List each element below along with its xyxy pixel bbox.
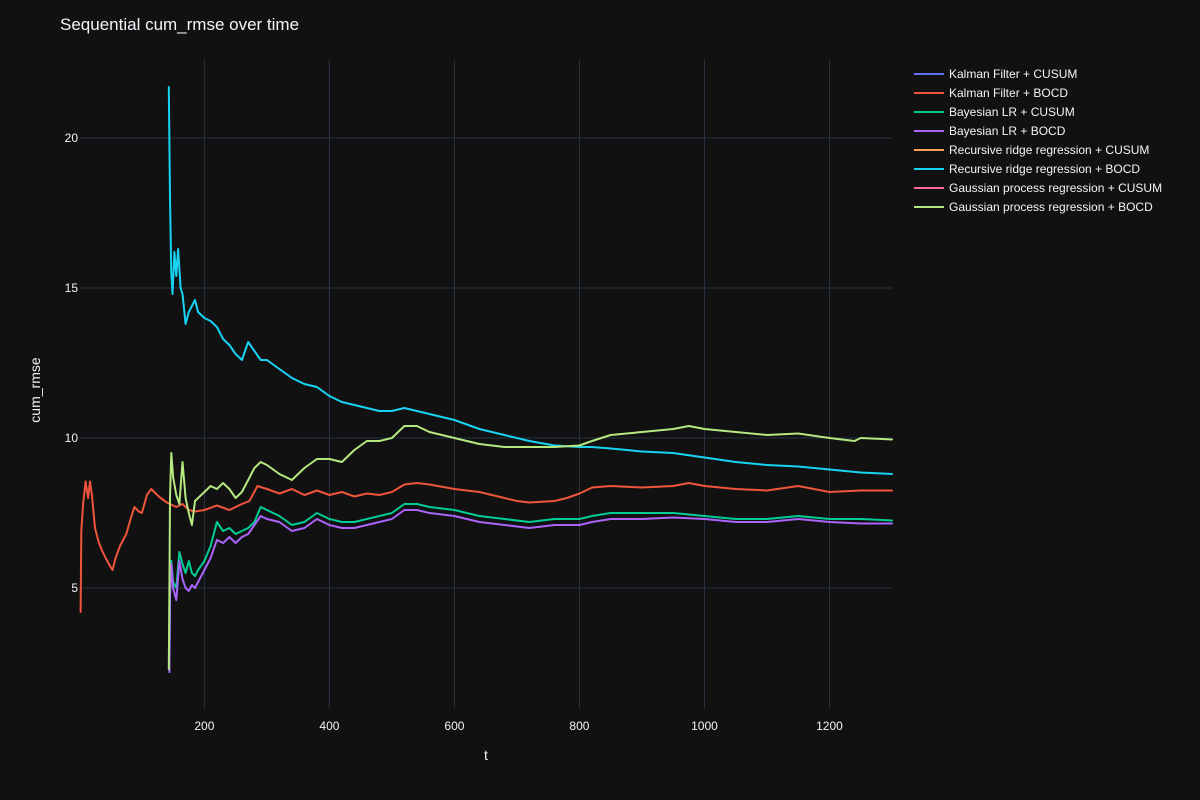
x-tick-label: 1000 bbox=[691, 719, 718, 733]
y-axis-title: cum_rmse bbox=[27, 357, 43, 423]
legend[interactable]: Kalman Filter + CUSUM Kalman Filter + BOC… bbox=[914, 67, 1162, 214]
legend-label: Gaussian process regression + BOCD bbox=[949, 200, 1153, 214]
y-tick-label: 20 bbox=[65, 131, 79, 145]
x-tick-label: 600 bbox=[444, 719, 464, 733]
legend-label: Recursive ridge regression + CUSUM bbox=[949, 143, 1149, 157]
grid bbox=[80, 60, 892, 708]
x-tick-label: 1200 bbox=[816, 719, 843, 733]
y-tick-label: 15 bbox=[65, 281, 79, 295]
legend-item[interactable]: Recursive ridge regression + CUSUM bbox=[914, 143, 1149, 157]
series-line-5 bbox=[167, 86, 893, 475]
x-tick-label: 200 bbox=[194, 719, 214, 733]
tick-labels: 200 400 600 800 1000 1200 5 10 15 20 bbox=[65, 131, 844, 733]
legend-item[interactable]: Gaussian process regression + BOCD bbox=[914, 200, 1153, 214]
legend-item[interactable]: Recursive ridge regression + BOCD bbox=[914, 162, 1140, 176]
legend-item[interactable]: Bayesian LR + CUSUM bbox=[914, 105, 1075, 119]
legend-item[interactable]: Kalman Filter + CUSUM bbox=[914, 67, 1077, 81]
legend-label: Kalman Filter + BOCD bbox=[949, 86, 1068, 100]
x-axis-title: t bbox=[484, 747, 488, 763]
series-line-7 bbox=[167, 425, 893, 670]
y-tick-label: 5 bbox=[71, 581, 78, 595]
legend-label: Bayesian LR + BOCD bbox=[949, 124, 1066, 138]
series-line-1 bbox=[79, 480, 893, 613]
legend-label: Kalman Filter + CUSUM bbox=[949, 67, 1077, 81]
series-group bbox=[79, 86, 893, 673]
y-tick-label: 10 bbox=[65, 431, 79, 445]
legend-item[interactable]: Kalman Filter + BOCD bbox=[914, 86, 1068, 100]
legend-label: Recursive ridge regression + BOCD bbox=[949, 162, 1140, 176]
x-tick-label: 400 bbox=[319, 719, 339, 733]
series-line-2 bbox=[168, 503, 893, 673]
legend-label: Bayesian LR + CUSUM bbox=[949, 105, 1075, 119]
chart-title: Sequential cum_rmse over time bbox=[60, 15, 299, 34]
legend-item[interactable]: Bayesian LR + BOCD bbox=[914, 124, 1066, 138]
legend-label: Gaussian process regression + CUSUM bbox=[949, 181, 1162, 195]
legend-item[interactable]: Gaussian process regression + CUSUM bbox=[914, 181, 1162, 195]
series-line-3 bbox=[168, 509, 893, 673]
x-tick-label: 800 bbox=[569, 719, 589, 733]
